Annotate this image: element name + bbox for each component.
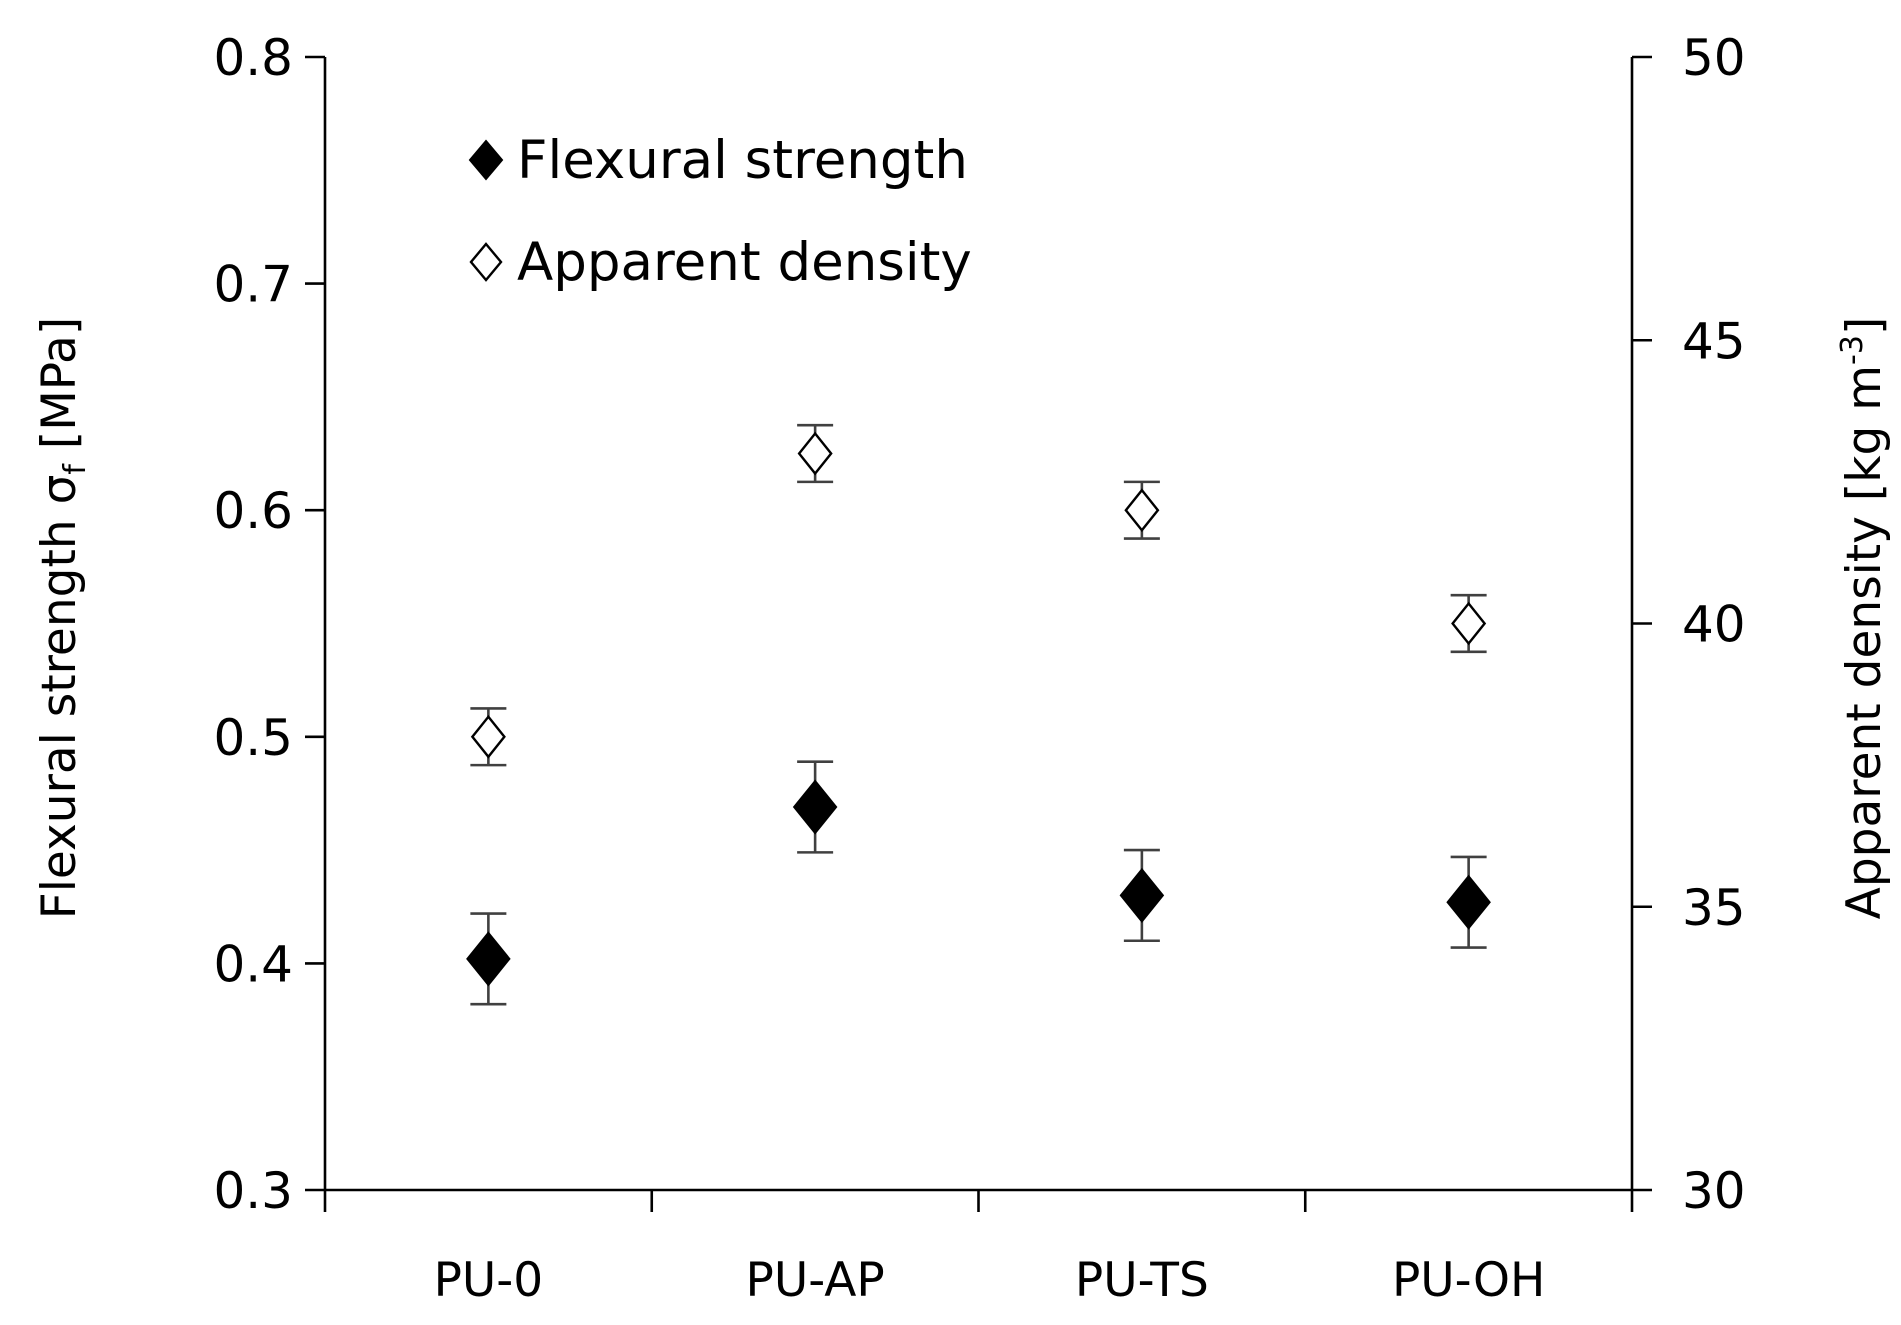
y-left-title-unit: [MPa] [32,317,87,464]
y-left-tick-label-0: 0.3 [213,1162,293,1220]
plot-frame [323,57,1634,1192]
y-right-tick-label-4: 50 [1682,29,1746,87]
y-right-tick-label-1: 35 [1682,879,1746,937]
legend-label-apparent-density: Apparent density [517,232,972,293]
y-right-tick-label-3: 45 [1682,312,1746,370]
right-axis-ticks: 30 35 40 45 50 [1632,29,1746,1220]
y-right-tick-label-2: 40 [1682,596,1746,654]
y-left-tick-label-4: 0.7 [213,256,293,314]
y-left-axis-title: Flexural strength σf [MPa] [32,317,93,919]
y-right-title-superscript: -3 [1835,335,1870,365]
data-point-apparent-density-pu-ts [1124,488,1160,533]
y-right-axis-title: Apparent density [kg m-3] [1835,317,1892,920]
y-right-title-end: ] [1837,317,1892,335]
x-category-label-pu-0: PU-0 [434,1253,544,1308]
y-right-tick-label-0: 30 [1682,1162,1746,1220]
y-left-tick-label-3: 0.6 [213,482,293,540]
series-apparent-density [470,423,1487,767]
x-category-label-pu-oh: PU-OH [1392,1253,1545,1308]
data-point-apparent-density-pu-ap [797,431,833,476]
legend-label-flexural-strength: Flexural strength [517,130,968,191]
x-category-label-pu-ts: PU-TS [1075,1253,1209,1308]
y-left-title-main: Flexural strength σ [32,475,87,920]
series-layer [466,423,1491,1006]
y-left-tick-label-5: 0.8 [213,29,293,87]
y-right-title-main: Apparent density [kg m [1837,365,1892,919]
x-category-label-pu-ap: PU-AP [746,1253,885,1308]
data-point-flexural-strength-pu-0 [466,931,511,987]
y-left-tick-label-1: 0.4 [213,935,293,993]
legend: Flexural strength Apparent density [468,130,972,293]
data-point-apparent-density-pu-oh [1451,601,1487,646]
legend-marker-flexural-strength [468,139,504,181]
x-axis-ticks: PU-0 PU-AP PU-TS PU-OH [323,1190,1634,1308]
data-point-flexural-strength-pu-oh [1446,874,1491,930]
y-left-title-subscript: f [58,463,93,475]
data-point-flexural-strength-pu-ts [1119,867,1165,924]
y-left-tick-label-2: 0.5 [213,709,293,767]
left-axis-ticks: 0.3 0.4 0.5 0.6 0.7 0.8 [213,29,325,1220]
data-point-flexural-strength-pu-ap [792,779,838,835]
legend-marker-apparent-density [469,242,503,282]
series-flexural-strength [466,760,1491,1006]
data-point-apparent-density-pu-0 [470,714,506,759]
